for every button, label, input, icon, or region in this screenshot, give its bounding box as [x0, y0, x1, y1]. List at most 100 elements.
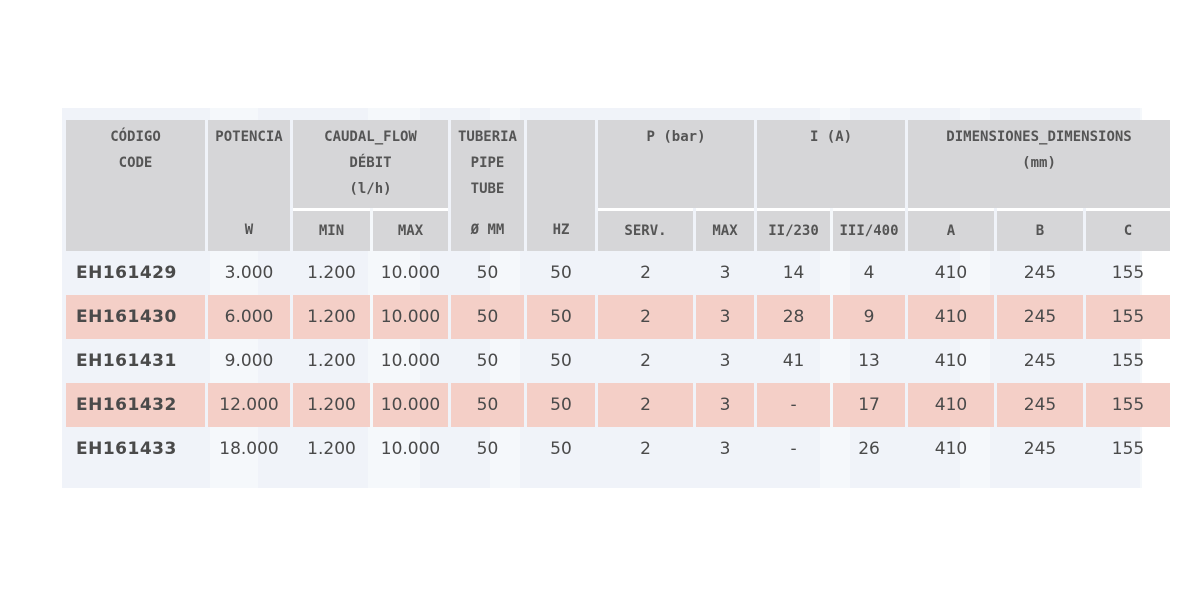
cell-current-400: 9	[833, 295, 906, 339]
cell-dim-a: 410	[934, 351, 968, 371]
cell-dim-a: 410	[934, 439, 968, 459]
cell-caudal-max: 10.000	[380, 351, 441, 371]
cell-hz: 50	[550, 439, 572, 459]
cell-pressure-serv: 2	[598, 383, 693, 427]
cell-hz: 50	[550, 263, 572, 283]
cell-pipe: 50	[451, 295, 524, 339]
col-header-pressure: P (bar)	[598, 120, 755, 208]
header-label: P (bar)	[646, 129, 706, 145]
col-header-dimensions: DIMENSIONES_DIMENSIONS (mm)	[908, 120, 1171, 208]
cell-code: EH161433	[76, 439, 177, 459]
cell-current-400: 17	[833, 383, 906, 427]
cell-caudal-min: 1.200	[293, 295, 370, 339]
cell-dim-a: 410	[908, 383, 995, 427]
header-label: CÓDIGO	[110, 129, 161, 145]
cell-pressure-serv: 2	[640, 263, 651, 283]
cell-potencia: 12.000	[208, 383, 290, 427]
cell-pressure-max: 3	[719, 439, 731, 459]
cell-hz: 50	[527, 295, 595, 339]
cell-caudal-max: 10.000	[380, 439, 441, 459]
cell-dim-b: 245	[997, 295, 1084, 339]
cell-caudal-max: 10.000	[373, 383, 448, 427]
col-header-code: CÓDIGO CODE	[66, 120, 205, 251]
cell-potencia: 9.000	[224, 351, 274, 371]
cell-code: EH161429	[76, 263, 177, 283]
cell-code: EH161432	[66, 383, 205, 427]
header-label: PIPE	[470, 155, 505, 171]
cell-caudal-min: 1.200	[307, 439, 356, 459]
col-header-tuberia: TUBERIA PIPE TUBE	[451, 120, 524, 208]
cell-current-230: 28	[757, 295, 831, 339]
cell-dim-b: 245	[1023, 439, 1057, 459]
cell-code: EH161431	[76, 351, 177, 371]
cell-current-400: 26	[858, 439, 880, 459]
cell-pressure-serv: 2	[640, 351, 651, 371]
cell-pressure-max: 3	[696, 383, 755, 427]
cell-dim-a: 410	[934, 263, 968, 283]
cell-caudal-min: 1.200	[307, 351, 356, 371]
cell-caudal-max: 10.000	[373, 295, 448, 339]
cell-current-400: 13	[858, 351, 880, 371]
header-label: (l/h)	[349, 181, 392, 197]
subheader-caudal-max: MAX	[373, 208, 448, 251]
header-label: I (A)	[809, 129, 853, 145]
cell-dim-b: 245	[1023, 351, 1057, 371]
spec-table-container: CÓDIGO CODE POTENCIA CAUDAL_FLOW DÉBIT (…	[66, 120, 1171, 471]
header-label: POTENCIA	[215, 129, 283, 145]
subheader-potencia-unit: W	[208, 208, 290, 251]
col-header-potencia: POTENCIA	[208, 120, 290, 208]
subheader-pressure-max: MAX	[696, 208, 755, 251]
header-label: DIMENSIONES_DIMENSIONS	[946, 129, 1132, 145]
subheader-current-400: III/400	[833, 208, 906, 251]
header-label: (mm)	[1022, 155, 1056, 171]
cell-dim-a: 410	[908, 295, 995, 339]
cell-current-230: -	[790, 439, 797, 459]
subheader-pipe-unit: Ø MM	[451, 208, 524, 251]
cell-dim-b: 245	[1023, 263, 1057, 283]
subheader-pressure-serv: SERV.	[598, 208, 693, 251]
cell-caudal-min: 1.200	[293, 383, 370, 427]
subheader-current-230: II/230	[757, 208, 831, 251]
subheader-hz: HZ	[527, 208, 595, 251]
spec-table: CÓDIGO CODE POTENCIA CAUDAL_FLOW DÉBIT (…	[63, 120, 1173, 471]
cell-dim-c: 155	[1111, 351, 1145, 371]
subheader-row: W MIN MAX Ø MM HZ SERV. MAX II/230 III/4…	[66, 208, 1171, 251]
col-header-hz-top	[527, 120, 595, 208]
header-label: CAUDAL_FLOW	[324, 129, 417, 145]
cell-pipe: 50	[476, 351, 499, 371]
subheader-dim-a: A	[908, 208, 995, 251]
header-row: CÓDIGO CODE POTENCIA CAUDAL_FLOW DÉBIT (…	[66, 120, 1171, 251]
cell-pressure-serv: 2	[598, 295, 693, 339]
cell-potencia: 6.000	[208, 295, 290, 339]
table-row: EH161430 6.000 1.200 10.000 50 50 2 3 28…	[66, 295, 1171, 339]
col-header-caudal: CAUDAL_FLOW DÉBIT (l/h)	[293, 120, 448, 208]
col-header-current: I (A)	[757, 120, 906, 208]
cell-current-230: -	[757, 383, 831, 427]
cell-pipe: 50	[451, 383, 524, 427]
cell-pressure-max: 3	[719, 351, 731, 371]
subheader-dim-c: C	[1086, 208, 1171, 251]
cell-potencia: 3.000	[224, 263, 274, 283]
cell-pressure-serv: 2	[640, 439, 651, 459]
table-row: EH161432 12.000 1.200 10.000 50 50 2 3 -…	[66, 383, 1171, 427]
cell-pipe: 50	[476, 263, 499, 283]
cell-code: EH161430	[66, 295, 205, 339]
cell-caudal-min: 1.200	[307, 263, 356, 283]
subheader-caudal-min: MIN	[293, 208, 370, 251]
cell-pressure-max: 3	[696, 295, 755, 339]
table-row: EH161431 9.000 1.200 10.000 50 50 2 3 41…	[66, 339, 1170, 383]
cell-caudal-max: 10.000	[380, 263, 441, 283]
subheader-dim-b: B	[997, 208, 1084, 251]
cell-potencia: 18.000	[219, 439, 279, 459]
header-label: TUBE	[470, 181, 505, 197]
cell-hz: 50	[550, 351, 572, 371]
header-label: TUBERIA	[457, 129, 517, 145]
cell-current-400: 4	[863, 263, 875, 283]
header-label: CODE	[118, 155, 153, 171]
header-label: DÉBIT	[349, 155, 392, 171]
cell-current-230: 14	[782, 263, 805, 283]
table-row: EH161433 18.000 1.200 10.000 50 50 2 3 -…	[66, 427, 1170, 471]
table-row: EH161429 3.000 1.200 10.000 50 50 2 3 14…	[66, 251, 1170, 295]
cell-dim-c: 155	[1111, 263, 1145, 283]
cell-hz: 50	[527, 383, 595, 427]
